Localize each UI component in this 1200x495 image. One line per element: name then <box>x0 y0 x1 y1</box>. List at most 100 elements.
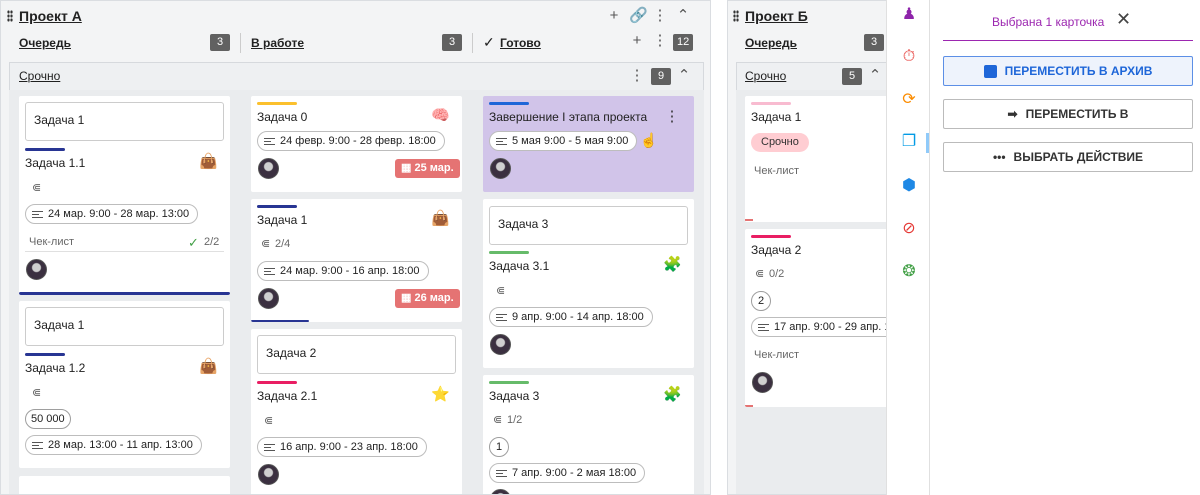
parent-task-box[interactable]: Задача 3 <box>489 206 688 245</box>
urgent-tag[interactable]: Срочно <box>751 133 809 152</box>
column-header-queue: Очередь 3 <box>745 34 895 54</box>
task-card[interactable]: Задача 3 Задача 3.1 🧩 ⋐ 9 апр. 9:00 - 14… <box>483 199 694 368</box>
date-lines-icon <box>496 138 507 145</box>
progress-line <box>251 320 309 322</box>
task-card[interactable] <box>19 476 230 494</box>
date-range[interactable]: 7 апр. 9:00 - 2 мая 18:00 <box>489 463 646 483</box>
collapse-icon[interactable]: ⌃ <box>676 7 690 24</box>
move-to-label: ПЕРЕМЕСТИТЬ В <box>1025 107 1129 121</box>
avatar[interactable] <box>490 334 511 355</box>
bag-icon: 👜 <box>199 358 218 375</box>
task-card-selected[interactable]: Завершение I этапа проекта ⋮ 5 мая 9:00 … <box>483 96 694 192</box>
date-range[interactable]: 28 мар. 13:00 - 11 апр. 13:00 <box>25 435 202 455</box>
progress-line <box>745 219 753 221</box>
collapse-icon[interactable]: ⌃ <box>677 67 691 84</box>
avatar[interactable] <box>490 489 511 494</box>
timer-icon[interactable]: ⏱ <box>902 48 916 65</box>
parent-task-box[interactable]: Задача 2 <box>257 335 456 374</box>
archive-button[interactable]: ПЕРЕМЕСТИТЬ В АРХИВ <box>943 56 1193 86</box>
date-range[interactable]: 16 апр. 9:00 - 23 апр. 18:00 <box>257 437 427 457</box>
add-icon[interactable]: + <box>609 7 619 24</box>
task-card[interactable]: Задача 1 Задача 1.2 👜 ⋐ 50 000 28 мар. 1… <box>19 301 230 468</box>
column-name[interactable]: Очередь <box>745 36 797 50</box>
move-to-button[interactable]: ➡ ПЕРЕМЕСТИТЬ В <box>943 99 1193 129</box>
collapse-icon[interactable]: ⌃ <box>868 67 882 84</box>
date-range[interactable]: 24 мар. 9:00 - 28 мар. 13:00 <box>25 204 199 224</box>
date-range[interactable]: 9 апр. 9:00 - 14 апр. 18:00 <box>489 307 653 327</box>
avatar[interactable] <box>490 158 511 179</box>
swimlane-name[interactable]: Срочно <box>745 69 787 83</box>
more-icon[interactable]: ⋮ <box>652 7 668 24</box>
parent-task-box[interactable]: Задача 1 <box>25 102 224 141</box>
task-card[interactable]: Задача 0 🧠 24 февр. 9:00 - 28 февр. 18:0… <box>251 96 462 192</box>
progress-line <box>19 292 230 295</box>
checklist-done-icon: ✓ <box>188 235 199 250</box>
close-icon[interactable]: ✕ <box>1116 9 1132 29</box>
panel-divider <box>943 40 1193 41</box>
more-icon[interactable]: ⋮ <box>629 67 645 84</box>
date-lines-icon <box>264 268 275 275</box>
task-card[interactable]: Задача 2 Задача 2.1 ⭐ ⋐ 16 апр. 9:00 - 2… <box>251 329 462 494</box>
priority-line <box>257 102 297 105</box>
column-name[interactable]: Готово <box>500 36 541 50</box>
more-icon[interactable]: ⋮ <box>652 32 668 49</box>
column-header-queue: Очередь 3 <box>19 34 231 54</box>
checklist-label: Чек-лист <box>754 349 800 361</box>
users-icon[interactable]: ♟ <box>901 6 917 23</box>
priority-line <box>489 251 529 254</box>
avatar[interactable] <box>258 464 279 485</box>
column-name[interactable]: В работе <box>251 36 304 50</box>
date-lines-icon <box>496 314 507 321</box>
project-title[interactable]: Проект А <box>19 8 82 24</box>
card-title: Задача 1.2 <box>25 361 86 375</box>
link-icon[interactable]: 🔗 <box>629 7 648 24</box>
swimlane-header: Срочно ⋮ 9 ⌃ <box>9 62 704 90</box>
task-card[interactable]: Задача 1 Задача 1.1 👜 ⋐ 24 мар. 9:00 - 2… <box>19 96 230 295</box>
date-text: 17 апр. 9:00 - 29 апр. 18:00 <box>774 321 895 333</box>
drag-handle-icon[interactable] <box>7 10 13 22</box>
pointer-cursor-icon: ☝ <box>640 132 658 148</box>
avatar[interactable] <box>258 288 279 309</box>
overdue-badge[interactable]: ▦ 26 мар. <box>395 289 460 308</box>
parent-task-title: Задача 3 <box>498 217 549 231</box>
date-range[interactable]: 17 апр. 9:00 - 29 апр. 18:00 <box>751 317 895 337</box>
column-name[interactable]: Очередь <box>19 36 71 50</box>
overdue-badge[interactable]: ▦ 25 мар. <box>395 159 460 178</box>
aperture-icon[interactable]: ❂ <box>902 263 916 280</box>
choose-action-button[interactable]: ••• ВЫБРАТЬ ДЕЙСТВИЕ <box>943 142 1193 172</box>
task-card[interactable]: Задача 2 ⋐ 0/2 2 17 апр. 9:00 - 29 апр. … <box>745 229 895 407</box>
card-title: Задача 1 <box>751 110 802 124</box>
priority-line <box>25 353 65 356</box>
drag-handle-icon[interactable] <box>733 10 739 22</box>
add-icon[interactable]: + <box>632 32 642 49</box>
block-icon[interactable]: ⊘ <box>902 220 916 237</box>
more-icon[interactable]: ⋮ <box>664 108 680 125</box>
project-b-board: Проект Б Очередь 3 Срочно 5 ⌃ Задача 1 С… <box>727 0 897 495</box>
history-icon[interactable]: ⟳ <box>902 91 916 108</box>
swimlane-name[interactable]: Срочно <box>19 69 61 83</box>
subtasks-icon: ⋐ <box>264 415 274 427</box>
avatar[interactable] <box>258 158 279 179</box>
date-range[interactable]: 24 мар. 9:00 - 16 апр. 18:00 <box>257 261 429 281</box>
card-title: Задача 1.1 <box>25 156 86 170</box>
budget-value: 50 000 <box>25 409 71 429</box>
parent-task-box[interactable]: Задача 1 <box>25 307 224 346</box>
project-title[interactable]: Проект Б <box>745 8 808 24</box>
column-divider <box>240 33 241 53</box>
bag-icon: 👜 <box>199 153 218 170</box>
date-range[interactable]: 5 мая 9:00 - 5 мая 9:00 <box>489 131 638 151</box>
task-card[interactable]: Задача 1 Срочно Чек-лист <box>745 96 895 222</box>
priority-line <box>751 235 791 238</box>
avatar[interactable] <box>752 372 773 393</box>
column-count-badge: 12 <box>673 34 694 51</box>
priority-line <box>25 148 65 151</box>
copy-icon[interactable]: ❐ <box>901 133 917 150</box>
task-card[interactable]: Задача 1 👜 ⋐ 2/4 24 мар. 9:00 - 16 апр. … <box>251 199 462 322</box>
task-card[interactable]: Задача 3 🧩 ⋐ 1/2 1 7 апр. 9:00 - 2 мая 1… <box>483 375 694 494</box>
auto-badge-icon[interactable]: ⬢ <box>902 177 916 194</box>
checklist-count: 2/2 <box>204 236 220 248</box>
count-value: 2 <box>751 291 771 311</box>
date-range[interactable]: 24 февр. 9:00 - 28 февр. 18:00 <box>257 131 445 151</box>
brain-icon: 🧠 <box>431 107 450 124</box>
avatar[interactable] <box>26 259 47 280</box>
